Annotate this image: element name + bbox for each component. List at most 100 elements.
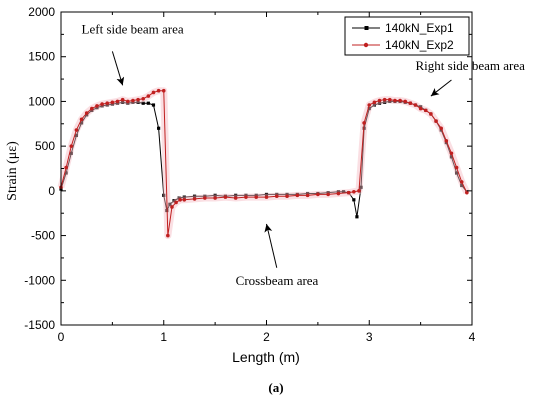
data-point — [367, 103, 372, 107]
data-point — [346, 190, 351, 195]
x-tick-label: 2 — [263, 330, 270, 344]
data-point — [121, 100, 125, 104]
data-point — [372, 100, 377, 105]
data-point — [418, 106, 423, 111]
y-tick-label: 500 — [35, 139, 55, 153]
data-point — [388, 97, 392, 102]
data-point — [326, 192, 330, 197]
y-axis-label: Strain (με) — [5, 141, 20, 201]
data-point — [74, 133, 79, 138]
data-point — [403, 99, 408, 104]
data-point — [285, 194, 289, 199]
annotation-text: Left side beam area — [82, 21, 184, 36]
data-point — [125, 99, 130, 104]
data-point — [64, 171, 68, 175]
data-point — [336, 191, 341, 196]
data-point — [372, 103, 376, 107]
data-point — [131, 98, 135, 103]
annotation: Left side beam area — [82, 21, 184, 86]
data-point — [382, 97, 387, 102]
data-point — [110, 100, 115, 105]
data-point — [316, 192, 320, 197]
data-point — [234, 193, 238, 197]
data-point — [264, 192, 269, 197]
data-point — [84, 111, 89, 115]
legend-entry: 140kN_Exp2 — [352, 38, 454, 52]
annotation-layer: Left side beam area Right side beam area C… — [82, 21, 526, 287]
data-point — [174, 200, 178, 205]
data-point — [115, 99, 120, 104]
legend-marker — [364, 26, 369, 30]
data-point — [172, 199, 176, 203]
plot-background — [61, 12, 472, 325]
x-axis-label: Length (m) — [232, 349, 300, 365]
annotation: Right side beam area — [415, 58, 525, 97]
y-tick-label: -1000 — [24, 273, 55, 287]
annotation-arrow — [111, 51, 125, 86]
data-point — [449, 151, 454, 156]
legend-label: 140kN_Exp1 — [385, 21, 454, 35]
legend: 140kN_Exp1 140kN_Exp2 — [344, 16, 470, 56]
x-tick-label: 0 — [58, 330, 65, 344]
legend-label: 140kN_Exp2 — [385, 38, 454, 52]
data-point — [178, 198, 182, 202]
data-point — [90, 106, 94, 111]
data-point — [408, 101, 413, 106]
data-point — [100, 102, 104, 106]
series-140kN_Exp2 — [57, 87, 471, 240]
x-tick-label: 3 — [366, 330, 373, 344]
data-point — [460, 183, 464, 188]
legend-marker — [363, 42, 369, 48]
data-point — [264, 195, 269, 199]
data-point — [233, 196, 238, 200]
axes-layer: 0 1 2 3 4 -1500 -1000 -500 0 500 1000 1500 2000 — [24, 5, 475, 344]
data-point — [355, 215, 359, 219]
data-point — [465, 190, 469, 195]
data-point — [79, 117, 84, 122]
data-point — [295, 193, 300, 198]
data-point — [223, 195, 228, 199]
data-point — [393, 98, 397, 103]
data-point — [439, 126, 443, 131]
data-point — [352, 189, 356, 194]
data-point — [162, 193, 166, 197]
data-point — [357, 189, 361, 193]
data-point — [192, 194, 197, 198]
annotation-text: Crossbeam area — [236, 273, 319, 288]
y-tick-label: 1500 — [28, 50, 55, 64]
data-point — [434, 119, 438, 123]
data-point — [136, 97, 140, 102]
data-point — [146, 101, 150, 105]
data-point — [213, 193, 217, 197]
data-point — [182, 198, 187, 202]
data-point — [105, 101, 110, 106]
y-tick-label: 1000 — [28, 94, 55, 108]
data-point — [244, 195, 248, 199]
series-layer — [57, 87, 471, 240]
data-point — [454, 165, 459, 170]
data-point — [362, 121, 366, 125]
data-point — [454, 171, 459, 175]
data-point — [141, 96, 145, 101]
annotation-arrow — [264, 223, 278, 268]
annotation-arrow — [430, 79, 452, 97]
legend-entry: 140kN_Exp1 — [352, 21, 454, 35]
annotation-text: Right side beam area — [415, 58, 525, 73]
y-tick-label: -500 — [31, 229, 55, 243]
x-tick-label: 4 — [469, 330, 476, 344]
plot-area — [61, 12, 472, 325]
x-tick-label: 1 — [160, 330, 167, 344]
data-point — [383, 100, 387, 104]
data-point — [203, 196, 207, 200]
data-point — [151, 103, 156, 107]
data-point — [69, 151, 73, 155]
data-point — [156, 88, 161, 93]
data-point — [177, 196, 181, 200]
data-point — [161, 88, 166, 93]
data-point — [146, 94, 151, 98]
data-point — [170, 205, 174, 209]
annotation: Crossbeam area — [236, 223, 319, 288]
data-point — [79, 121, 84, 125]
legend-box — [344, 16, 470, 56]
data-point — [359, 185, 363, 189]
